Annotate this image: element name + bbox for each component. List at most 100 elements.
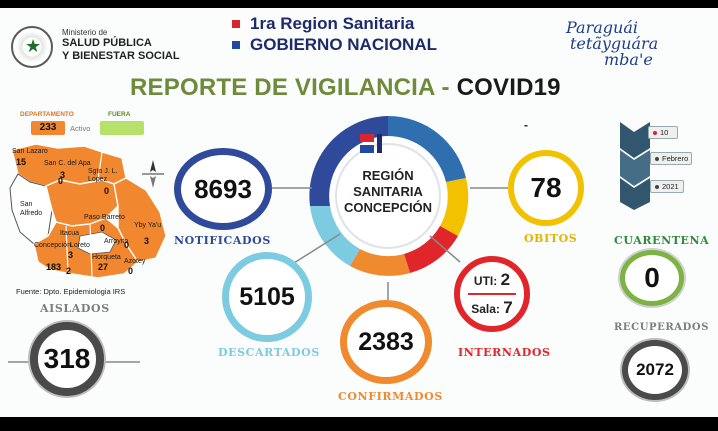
donut-segment-confirmados (350, 249, 410, 276)
center-flag-bar-icon (377, 134, 382, 153)
recuperados-circle: 2072 (622, 340, 688, 400)
sala-value: 7 (503, 298, 513, 317)
obitos-value: 78 (530, 172, 562, 203)
district-label: San C. del Apa (44, 160, 91, 167)
district-label: Itacua (60, 230, 80, 237)
slogan-line-1: Paraguái (566, 18, 638, 37)
district-value: 0 (58, 176, 64, 186)
cuarentena-value: 0 (644, 262, 660, 293)
internados-uti: UTI: 2 (474, 270, 510, 290)
donut-segment-internados (404, 226, 458, 273)
internados-circle: UTI: 2 Sala: 7 (454, 256, 530, 332)
descartados-value: 5105 (239, 282, 295, 311)
district-label: Arroyito (104, 238, 129, 245)
district-value: 183 (46, 262, 62, 272)
ministry-line-1: SALUD PÚBLICA (62, 37, 152, 49)
district-label: Sgto J. L. Lopez (88, 168, 118, 183)
map-region-mid (45, 179, 119, 227)
ministry-name: SALUD PÚBLICA Y BIENESTAR SOCIAL (62, 37, 180, 63)
blue-square-icon (232, 41, 240, 49)
report-title-main: REPORTE DE VIGILANCIA - (130, 74, 457, 101)
map-region-east (113, 177, 167, 263)
district-label: Concepción (34, 242, 71, 249)
district-label: San Lazaro (12, 148, 48, 155)
obitos-label: OBITOS (524, 232, 578, 245)
notificados-circle: 8693 (174, 148, 272, 230)
center-flag-red-icon (360, 134, 374, 142)
department-map (9, 143, 167, 279)
aislados-label: AISLADOS (40, 302, 110, 315)
district-label: Yby Ya'u (134, 222, 162, 229)
legend-fuera: FUERA (108, 111, 131, 118)
district-value: 3 (144, 236, 150, 246)
report-title-covid: COVID19 (456, 74, 561, 101)
district-value: 15 (16, 157, 27, 167)
departamento-active-value: 233 (31, 121, 65, 135)
district-value: 27 (98, 262, 109, 272)
center-flag-blue-icon (360, 145, 374, 153)
bottom-border (0, 417, 718, 431)
year-value: 2021 (662, 182, 679, 191)
obitos-circle: 78 (508, 150, 584, 226)
map-line-2 (89, 223, 93, 277)
ministry-line-2: Y BIENESTAR SOCIAL (62, 50, 180, 62)
map-region-center-white (77, 231, 117, 255)
district-value: 3 (68, 250, 74, 260)
region-title: 1ra Region Sanitaria (250, 14, 415, 33)
district-value: 0 (104, 186, 110, 196)
compass-icon (142, 160, 164, 188)
internados-divider (468, 293, 516, 295)
internados-sala: Sala: 7 (471, 298, 513, 318)
cuarentena-label: CUARENTENA (614, 234, 710, 247)
report-title: REPORTE DE VIGILANCIA - COVID19 (130, 74, 561, 102)
map-extra-value: 3 (60, 170, 66, 180)
map-extra-value: 2 (66, 266, 72, 276)
center-line-3: CONCEPCIÓN (343, 200, 433, 215)
center-label: REGIÓN SANITARIA CONCEPCIÓN (330, 168, 446, 216)
district-value: 0 (100, 223, 106, 233)
month-value: Febrero (662, 154, 689, 163)
dash-mark: - (524, 118, 528, 132)
red-dot-icon (653, 130, 657, 135)
map-line-1 (65, 225, 69, 273)
slogan-line-2: tetãyguára (570, 34, 659, 53)
descartados-label: DESCARTADOS (218, 346, 320, 359)
district-label: Azotey (124, 258, 146, 265)
red-square-icon (232, 20, 240, 28)
map-extra-value: 0 (124, 240, 130, 250)
data-source: Fuente: Dpto. Epidemiologia IRS (16, 287, 126, 296)
dark-dot-icon (655, 184, 659, 189)
aislados-value: 318 (43, 343, 91, 374)
center-line-1: REGIÓN (362, 168, 414, 183)
map-line-3 (97, 151, 103, 181)
dark-dot-icon (655, 156, 659, 161)
calendar-chevrons-icon (620, 122, 650, 210)
district-label: Horqueta (92, 254, 121, 261)
date-year: 2021 (650, 180, 684, 193)
uti-label: UTI: (473, 274, 498, 288)
ministry-small-text: Ministerio de (62, 28, 108, 37)
notificados-value: 8693 (194, 173, 252, 204)
fuera-box (100, 121, 144, 135)
recuperados-value: 2072 (636, 360, 674, 379)
district-label: Paso Barreto (84, 214, 125, 221)
ministry-seal-icon: ★ (11, 26, 53, 68)
uti-value: 2 (500, 270, 511, 289)
notificados-label: NOTIFICADOS (174, 234, 271, 247)
internados-label: INTERNADOS (458, 346, 551, 359)
confirmados-label: CONFIRMADOS (338, 390, 443, 403)
recuperados-label: RECUPERADOS (614, 322, 710, 333)
confirmados-circle: 2383 (340, 300, 432, 384)
confirmados-value: 2383 (358, 327, 414, 356)
donut-segment-descartados (310, 206, 360, 266)
district-label: San Alfredo (20, 201, 43, 217)
day-value: 10 (660, 128, 669, 137)
district-value: 0 (128, 266, 134, 276)
donut-segment-obitos (440, 178, 469, 236)
cuarentena-circle: 0 (620, 250, 684, 306)
slogan: Paraguái tetãyguára mba'e (566, 20, 706, 68)
district-label: Loreto (70, 242, 90, 249)
center-donut (308, 115, 469, 276)
